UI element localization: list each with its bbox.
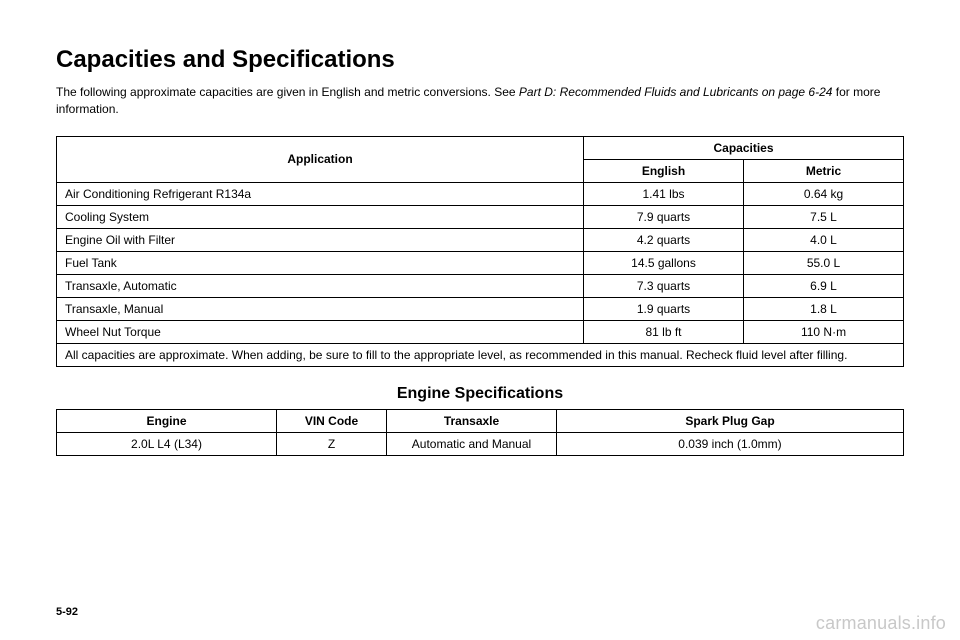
capacities-table: Application Capacities English Metric Ai… <box>56 136 904 367</box>
manual-page: Capacities and Specifications The follow… <box>0 0 960 456</box>
cell-application: Engine Oil with Filter <box>57 228 584 251</box>
cell-metric: 55.0 L <box>744 251 904 274</box>
cell-metric: 7.5 L <box>744 205 904 228</box>
cell-metric: 0.64 kg <box>744 182 904 205</box>
cell-application: Wheel Nut Torque <box>57 320 584 343</box>
table-row: Cooling System 7.9 quarts 7.5 L <box>57 205 904 228</box>
cell-engine: 2.0L L4 (L34) <box>57 432 277 455</box>
table-row: Transaxle, Manual 1.9 quarts 1.8 L <box>57 297 904 320</box>
table-header-row-1: Application Capacities <box>57 136 904 159</box>
table-row: Air Conditioning Refrigerant R134a 1.41 … <box>57 182 904 205</box>
engine-row: 2.0L L4 (L34) Z Automatic and Manual 0.0… <box>57 432 904 455</box>
watermark: carmanuals.info <box>816 613 946 634</box>
header-vin: VIN Code <box>277 409 387 432</box>
table-footnote: All capacities are approximate. When add… <box>57 343 904 366</box>
table-row: Wheel Nut Torque 81 lb ft 110 N·m <box>57 320 904 343</box>
header-engine: Engine <box>57 409 277 432</box>
header-english: English <box>584 159 744 182</box>
cell-english: 1.41 lbs <box>584 182 744 205</box>
engine-spec-title: Engine Specifications <box>56 385 904 403</box>
intro-lead: The following approximate capacities are… <box>56 85 519 99</box>
engine-header-row: Engine VIN Code Transaxle Spark Plug Gap <box>57 409 904 432</box>
engine-spec-table: Engine VIN Code Transaxle Spark Plug Gap… <box>56 409 904 456</box>
cell-metric: 110 N·m <box>744 320 904 343</box>
cell-vin: Z <box>277 432 387 455</box>
table-footnote-row: All capacities are approximate. When add… <box>57 343 904 366</box>
page-title: Capacities and Specifications <box>56 46 904 74</box>
cell-english: 4.2 quarts <box>584 228 744 251</box>
cell-application: Fuel Tank <box>57 251 584 274</box>
header-transaxle: Transaxle <box>387 409 557 432</box>
table-row: Transaxle, Automatic 7.3 quarts 6.9 L <box>57 274 904 297</box>
intro-paragraph: The following approximate capacities are… <box>56 84 904 118</box>
cell-application: Transaxle, Automatic <box>57 274 584 297</box>
cell-application: Cooling System <box>57 205 584 228</box>
table-row: Fuel Tank 14.5 gallons 55.0 L <box>57 251 904 274</box>
cell-transaxle: Automatic and Manual <box>387 432 557 455</box>
cell-application: Air Conditioning Refrigerant R134a <box>57 182 584 205</box>
intro-reference: Part D: Recommended Fluids and Lubricant… <box>519 85 833 99</box>
header-gap: Spark Plug Gap <box>557 409 904 432</box>
cell-metric: 4.0 L <box>744 228 904 251</box>
cell-metric: 1.8 L <box>744 297 904 320</box>
header-metric: Metric <box>744 159 904 182</box>
table-row: Engine Oil with Filter 4.2 quarts 4.0 L <box>57 228 904 251</box>
cell-english: 1.9 quarts <box>584 297 744 320</box>
cell-metric: 6.9 L <box>744 274 904 297</box>
cell-english: 7.9 quarts <box>584 205 744 228</box>
cell-english: 7.3 quarts <box>584 274 744 297</box>
cell-english: 14.5 gallons <box>584 251 744 274</box>
cell-english: 81 lb ft <box>584 320 744 343</box>
header-application: Application <box>57 136 584 182</box>
cell-gap: 0.039 inch (1.0mm) <box>557 432 904 455</box>
page-number: 5-92 <box>56 606 78 618</box>
header-capacities: Capacities <box>584 136 904 159</box>
cell-application: Transaxle, Manual <box>57 297 584 320</box>
